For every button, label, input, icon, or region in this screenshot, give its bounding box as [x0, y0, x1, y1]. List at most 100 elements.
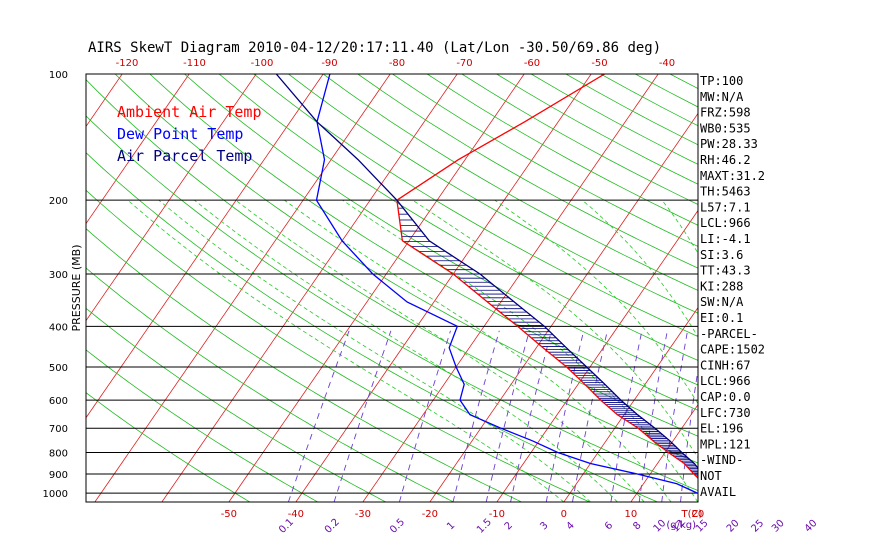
dry-adiabat-line	[288, 74, 698, 314]
temp-tick-bottom: 10	[625, 509, 638, 520]
index-label: MAXT:31.2	[700, 169, 765, 183]
mixing-ratio-line	[398, 330, 451, 502]
temp-tick-top: -50	[591, 58, 607, 69]
dry-adiabat-line	[86, 392, 251, 502]
mixing-ratio-tick: 40	[803, 518, 820, 535]
mixing-ratio-line	[572, 330, 608, 502]
mixing-ratio-unit: (g/kg)	[666, 520, 696, 531]
mixing-ratio-line	[638, 330, 668, 502]
index-label: RH:46.2	[700, 153, 751, 167]
legend-item: Air Parcel Temp	[117, 147, 252, 165]
dry-adiabat-line	[392, 74, 698, 247]
isotherm-line	[0, 74, 55, 502]
mixing-ratio-line	[452, 330, 500, 502]
moist-adiabat-line	[127, 199, 565, 502]
mixing-ratio-tick: 15	[694, 518, 711, 535]
mixing-ratio-line	[333, 330, 392, 502]
series-line	[275, 74, 698, 470]
pressure-tick-label: 400	[49, 322, 68, 333]
mixing-ratio-line	[661, 330, 688, 502]
y-axis-label: PRESSURE (MB)	[70, 245, 83, 332]
pressure-tick-label: 700	[49, 424, 68, 435]
pressure-tick-label: 200	[49, 196, 68, 207]
mixing-ratio-line	[510, 330, 552, 502]
index-label: WB0:535	[700, 121, 751, 135]
temp-tick-bottom: -20	[422, 509, 438, 520]
mixing-ratio-line	[485, 330, 530, 502]
index-label: CINH:67	[700, 358, 751, 372]
dry-adiabat-line	[86, 189, 590, 502]
moist-adiabat-line	[158, 199, 591, 502]
index-label: L57:7.1	[700, 200, 751, 214]
dry-adiabat-line	[774, 74, 870, 502]
mixing-ratio-line	[610, 330, 643, 502]
mixing-ratio-line	[545, 330, 585, 502]
dry-adiabat-line	[253, 74, 698, 337]
temp-tick-bottom: -30	[355, 509, 371, 520]
temp-tick-top: -70	[456, 58, 472, 69]
isotherm-line	[765, 74, 870, 502]
dry-adiabat-line	[86, 267, 454, 502]
index-label: LCL:966	[700, 216, 751, 230]
index-label: AVAIL	[700, 485, 736, 499]
mixing-ratio-line	[287, 330, 350, 502]
index-label: CAPE:1502	[700, 343, 765, 357]
isotherm-line	[86, 74, 123, 128]
index-label: LFC:730	[700, 406, 751, 420]
dry-adiabat-line	[739, 74, 870, 502]
chart-title: AIRS SkewT Diagram 2010-04-12/20:17:11.4…	[88, 40, 661, 56]
temp-tick-top: -40	[659, 58, 675, 69]
temp-tick-top: -110	[183, 58, 206, 69]
index-label: MW:N/A	[700, 90, 744, 104]
x-axis-label: T(C)	[681, 509, 703, 520]
pressure-tick-label: 100	[49, 70, 68, 81]
index-label: SI:3.6	[700, 248, 743, 262]
isotherm-line	[832, 74, 870, 502]
axis-layer: 1002003004005006007008009001000PRESSURE …	[43, 58, 820, 536]
moist-adiabat-line	[342, 199, 698, 502]
series-line	[315, 74, 698, 494]
mixing-ratio-tick: 0.5	[388, 517, 407, 536]
dry-adiabat-line	[86, 79, 698, 464]
isotherm-line	[429, 112, 698, 502]
index-label: PW:28.33	[700, 137, 758, 151]
mixing-ratio-line	[780, 331, 793, 502]
index-label: TH:5463	[700, 185, 751, 199]
index-label: NOT	[700, 469, 722, 483]
moist-adiabat-line	[235, 199, 645, 502]
index-label: CAP:0.0	[700, 390, 751, 404]
temp-tick-bottom: 20	[692, 509, 705, 520]
pressure-tick-label: 300	[49, 270, 68, 281]
index-label: -PARCEL-	[700, 327, 758, 341]
isotherm-line	[94, 74, 391, 502]
temp-tick-bottom: -40	[288, 509, 304, 520]
mixing-ratio-tick: 0.2	[323, 517, 342, 536]
dry-adiabat-line	[86, 152, 658, 502]
temp-tick-bottom: -10	[489, 509, 505, 520]
moist-adiabat-line	[494, 199, 698, 405]
index-label: -WIND-	[700, 453, 743, 467]
moist-adiabat-line	[194, 199, 618, 502]
series-line	[396, 74, 698, 480]
dry-adiabat-line	[322, 74, 698, 291]
index-label: EI:0.1	[700, 311, 743, 325]
dry-adiabat-line	[496, 74, 698, 185]
dry-adiabat-line	[218, 74, 698, 361]
dry-adiabat-line	[184, 74, 698, 386]
temp-tick-bottom: 0	[561, 509, 567, 520]
mixing-ratio-tick: 25	[749, 518, 766, 535]
isotherm-line	[86, 74, 190, 225]
dry-adiabat-line	[86, 307, 386, 502]
mixing-ratio-tick: 2	[503, 520, 515, 532]
index-label: SW:N/A	[700, 295, 744, 309]
index-label: MPL:121	[700, 437, 751, 451]
index-label: LCL:966	[700, 374, 751, 388]
index-label: TP:100	[700, 74, 743, 88]
temp-tick-bottom: -50	[221, 509, 237, 520]
mixing-ratio-tick: 6	[603, 520, 615, 532]
pressure-tick-label: 600	[49, 396, 68, 407]
dry-adiabat-line	[357, 74, 698, 269]
pressure-tick-label: 900	[49, 470, 68, 481]
